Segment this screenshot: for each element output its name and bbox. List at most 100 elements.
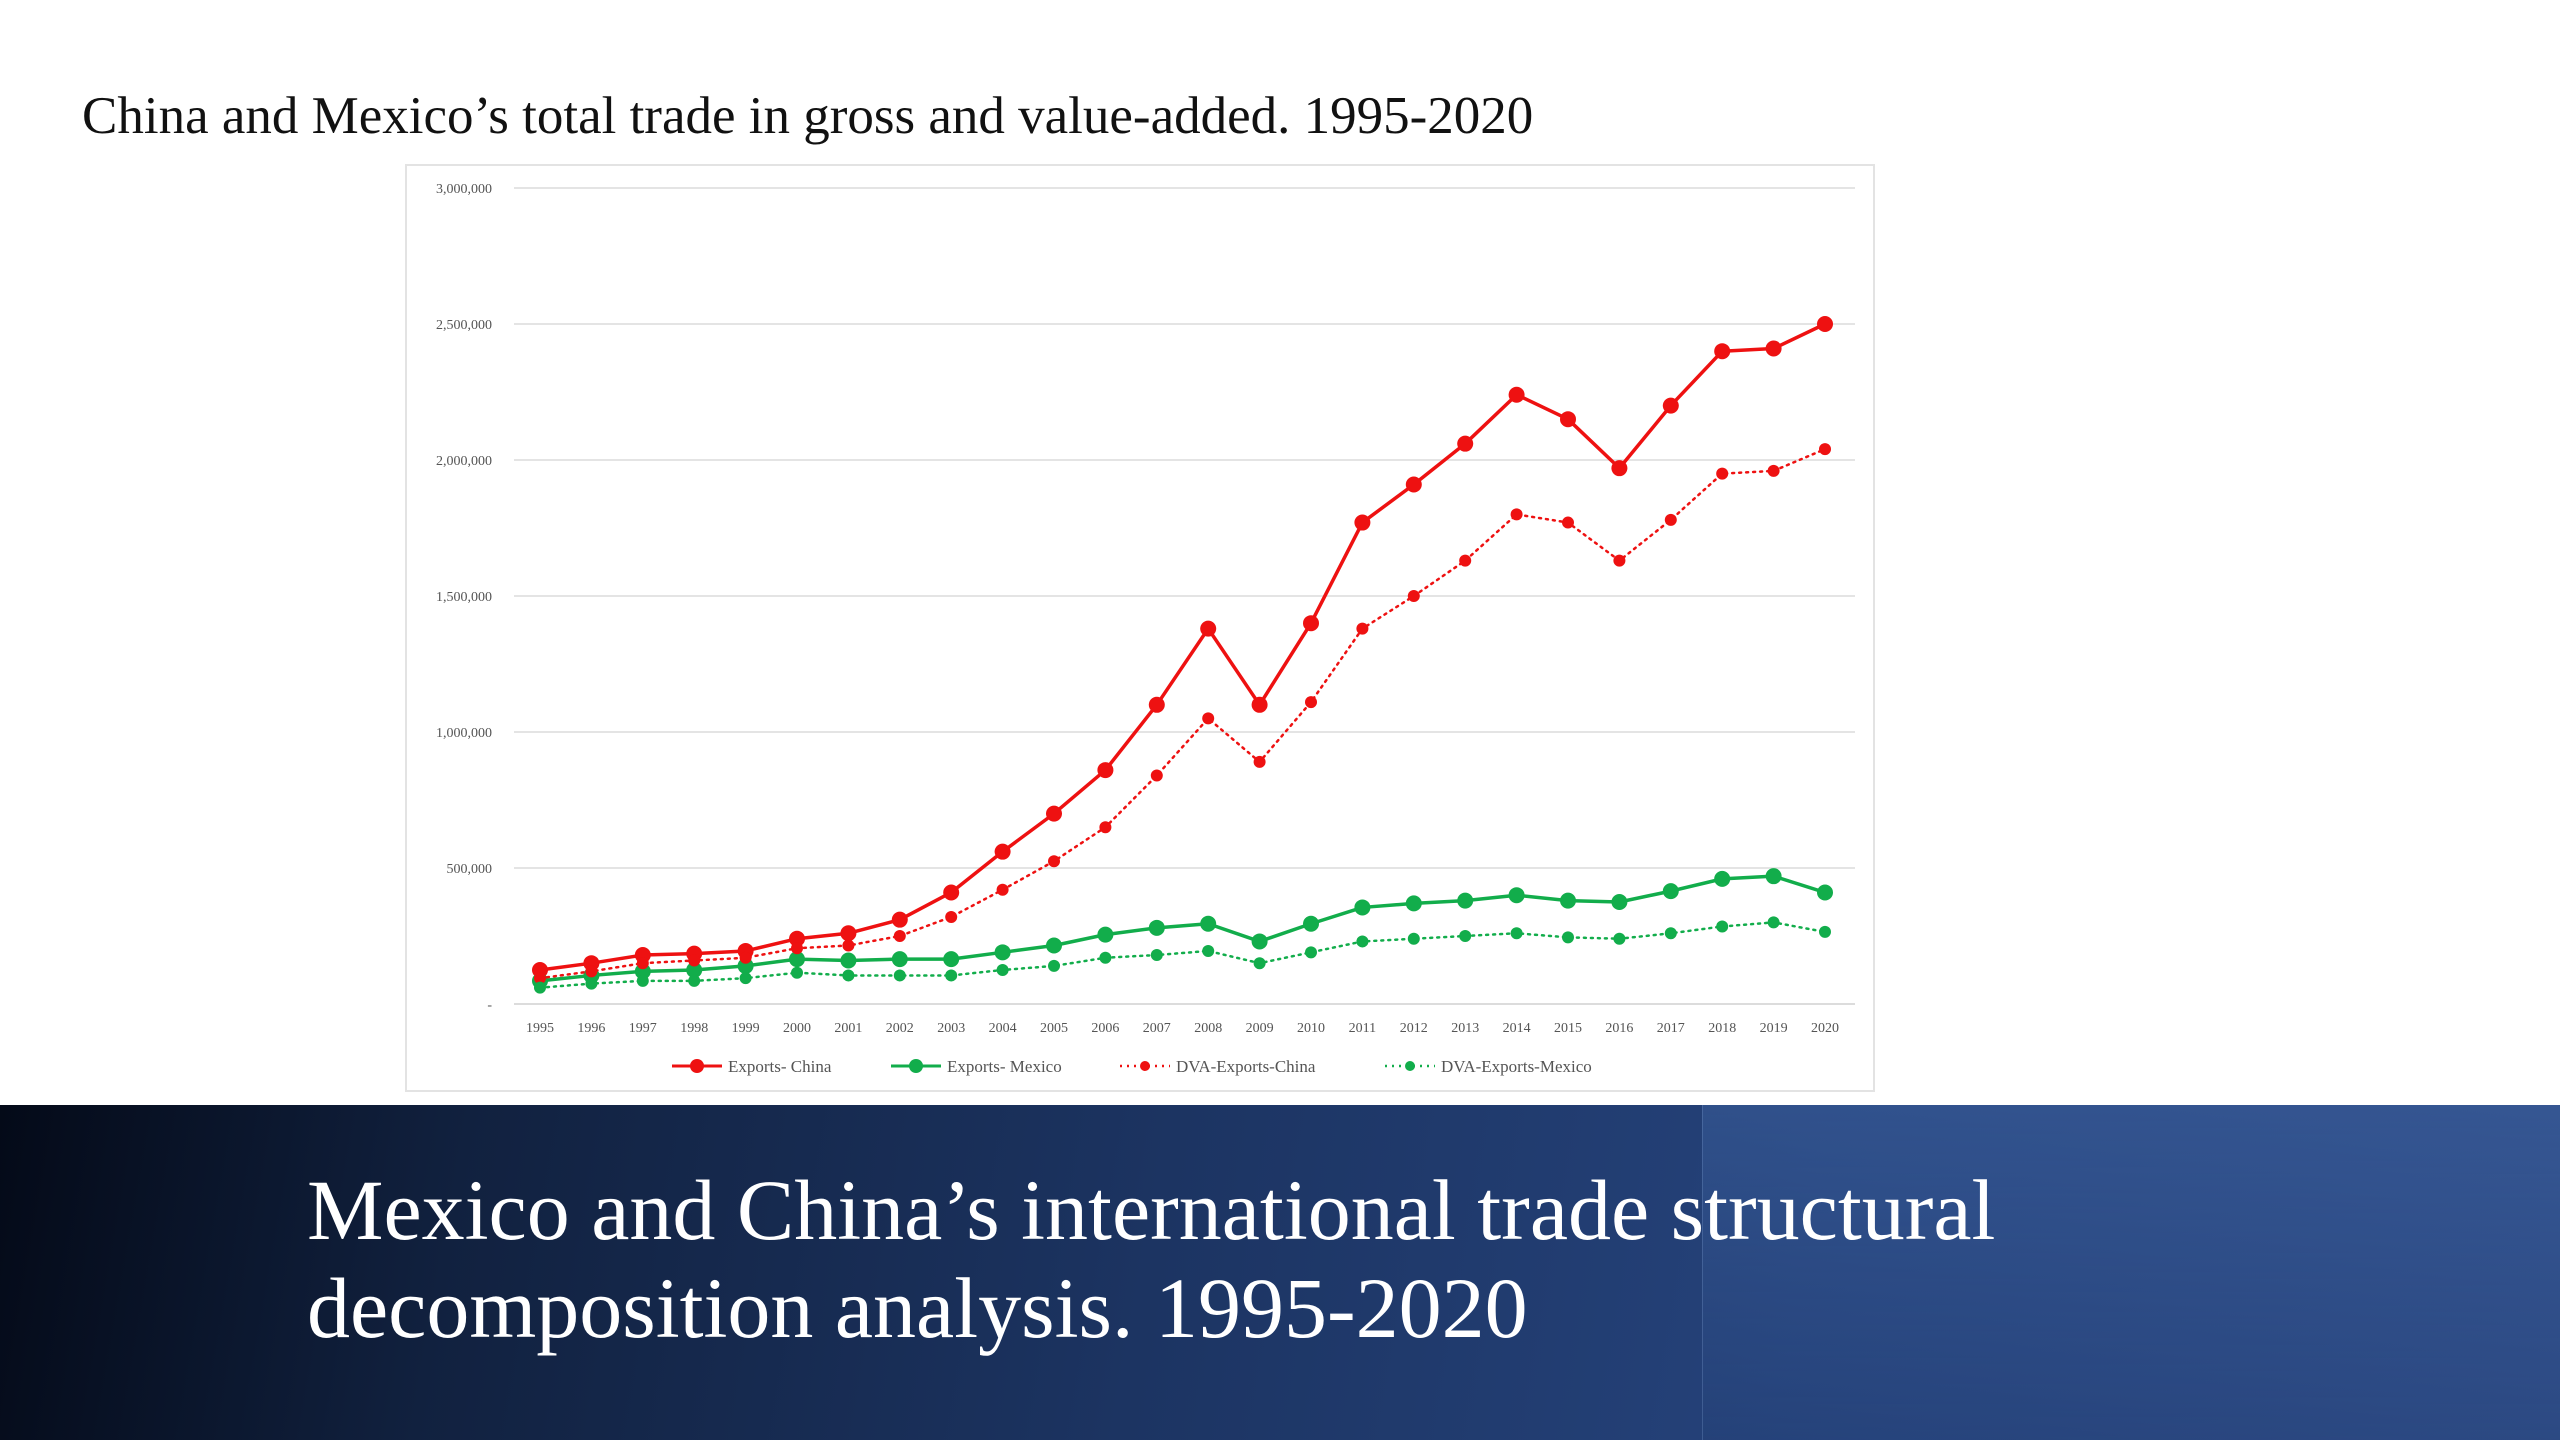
slide-heading: China and Mexico’s total trade in gross … (82, 87, 1534, 145)
banner-title-line-2: decomposition analysis. 1995-2020 (307, 1260, 1528, 1356)
data-point (688, 974, 701, 987)
x-tick-label: 1999 (732, 1021, 760, 1036)
y-tick-label: 1,000,000 (436, 726, 492, 741)
x-tick-label: 2004 (989, 1021, 1017, 1036)
data-point (1253, 755, 1266, 768)
chart-svg: - 500,000 1,000,000 1,500,000 2,000,000 2,500… (436, 182, 1855, 1076)
data-point (1613, 932, 1626, 945)
x-tick-label: 2015 (1554, 1021, 1582, 1036)
data-point (789, 951, 805, 968)
x-tick-label: 2020 (1811, 1021, 1839, 1036)
data-point (534, 981, 546, 994)
x-tick-label: 2003 (937, 1021, 965, 1036)
x-tick-label: 2016 (1605, 1021, 1633, 1036)
data-point (636, 957, 649, 970)
data-point (1716, 920, 1729, 933)
data-point (1767, 464, 1780, 477)
data-point (996, 883, 1009, 896)
data-point (1200, 915, 1217, 932)
data-point (1459, 554, 1472, 567)
x-tick-label: 2000 (783, 1021, 811, 1036)
y-tick-label: - (487, 998, 492, 1013)
legend-label: DVA-Exports-Mexico (1441, 1057, 1592, 1076)
data-point (1048, 959, 1060, 972)
data-point (1765, 340, 1782, 357)
data-point (1457, 892, 1474, 909)
data-point (739, 951, 752, 964)
data-point (1562, 931, 1574, 944)
x-tick-label: 2007 (1143, 1021, 1171, 1036)
data-point (1510, 927, 1523, 940)
legend-swatch-marker (690, 1059, 704, 1073)
data-point (1459, 930, 1472, 942)
data-point (1407, 932, 1420, 945)
data-point (1662, 883, 1679, 900)
data-point (891, 951, 908, 968)
y-tick-label: 1,500,000 (436, 590, 492, 605)
data-point (1662, 397, 1679, 414)
data-point (1819, 443, 1831, 456)
data-point (840, 925, 857, 942)
chart-frame: - 500,000 1,000,000 1,500,000 2,000,000 2,500… (405, 164, 1875, 1092)
x-tick-label: 2019 (1760, 1021, 1788, 1036)
data-point (842, 939, 855, 952)
data-point (1202, 944, 1215, 957)
data-point (1148, 696, 1165, 713)
data-point (840, 952, 857, 969)
data-point (1664, 927, 1677, 940)
data-point (1714, 343, 1731, 360)
x-tick-label: 1998 (680, 1021, 708, 1036)
data-point (891, 911, 908, 928)
data-point (1200, 620, 1217, 637)
data-point (842, 969, 855, 982)
data-point (1354, 514, 1371, 531)
data-point (1765, 868, 1782, 885)
data-point (1664, 513, 1677, 526)
data-point (1817, 316, 1833, 332)
x-tick-label: 2014 (1503, 1021, 1531, 1036)
x-tick-label: 2011 (1349, 1021, 1376, 1036)
x-tick-label: 2017 (1657, 1021, 1685, 1036)
data-point (1150, 769, 1163, 782)
data-point (1099, 821, 1112, 834)
y-tick-label: 2,500,000 (436, 318, 492, 333)
data-point (1819, 925, 1831, 938)
legend-swatch-marker (1140, 1061, 1150, 1071)
x-tick-label: 2018 (1708, 1021, 1736, 1036)
data-point (1099, 951, 1112, 964)
data-point (1405, 895, 1422, 912)
data-point (585, 977, 598, 990)
series-line-4 (538, 921, 1827, 989)
legend-swatch-marker (909, 1059, 923, 1073)
chart-legend: Exports- China Exports- Mexico DVA-Exports… (672, 1057, 1592, 1076)
x-tick-label: 2009 (1246, 1021, 1274, 1036)
data-point (1613, 554, 1626, 567)
data-point (1303, 915, 1319, 932)
data-point (1407, 590, 1420, 602)
series-line-1 (538, 322, 1827, 972)
data-point (893, 969, 906, 982)
data-point (1148, 919, 1165, 936)
x-tick-label: 2001 (834, 1021, 862, 1036)
data-point (1097, 762, 1114, 779)
data-point (945, 969, 958, 982)
data-point (996, 964, 1009, 976)
data-point (1405, 476, 1422, 493)
data-point (1356, 935, 1369, 948)
data-point (1560, 411, 1576, 428)
data-point (1457, 435, 1474, 452)
data-point (1611, 894, 1628, 910)
data-point (739, 972, 752, 985)
data-point (1202, 712, 1215, 725)
series-line-3 (538, 447, 1827, 980)
x-tick-label: 1995 (526, 1021, 554, 1036)
y-tick-label: 2,000,000 (436, 454, 492, 469)
x-tick-label: 2006 (1091, 1021, 1119, 1036)
data-point (943, 951, 960, 968)
data-point (1251, 933, 1268, 950)
data-point (791, 942, 803, 955)
data-point (1714, 870, 1731, 887)
data-point (1560, 892, 1576, 909)
data-point (1046, 805, 1062, 822)
y-tick-label: 3,000,000 (436, 182, 492, 197)
